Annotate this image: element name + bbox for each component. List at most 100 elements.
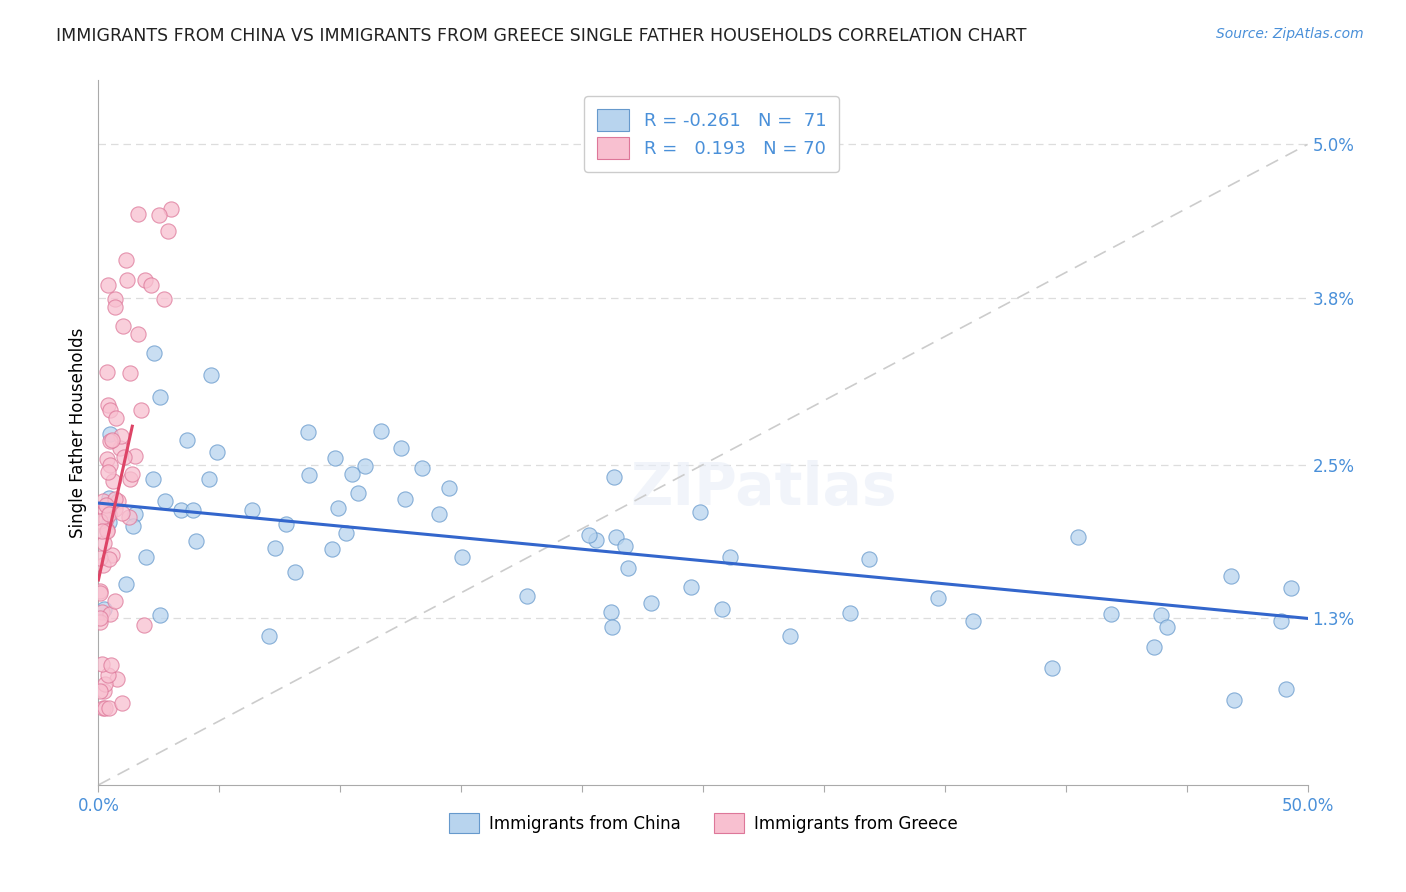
Point <box>689 505 711 519</box>
Point <box>91 524 114 538</box>
Point <box>148 208 170 222</box>
Point <box>89 550 111 565</box>
Point <box>89 586 111 600</box>
Point <box>1149 608 1171 623</box>
Point <box>1156 619 1178 633</box>
Point <box>100 433 122 447</box>
Point <box>93 684 115 698</box>
Point <box>100 657 122 672</box>
Point <box>389 441 412 455</box>
Point <box>105 411 128 425</box>
Point <box>153 494 176 508</box>
Point <box>118 509 141 524</box>
Point <box>96 524 118 539</box>
Point <box>104 491 127 506</box>
Point <box>89 615 111 629</box>
Point <box>585 533 607 547</box>
Point <box>97 398 120 412</box>
Point <box>98 551 121 566</box>
Point <box>104 593 127 607</box>
Point <box>121 519 143 533</box>
Point <box>858 551 880 566</box>
Point <box>98 402 121 417</box>
Point <box>962 614 984 628</box>
Point <box>115 253 138 268</box>
Point <box>127 207 149 221</box>
Point <box>159 202 181 216</box>
Point <box>93 558 115 572</box>
Point <box>94 503 117 517</box>
Point <box>96 512 118 526</box>
Point <box>115 576 138 591</box>
Point <box>516 589 538 603</box>
Point <box>98 515 121 529</box>
Point <box>274 517 297 532</box>
Point <box>96 365 118 379</box>
Point <box>240 503 263 517</box>
Point <box>197 472 219 486</box>
Point <box>323 451 346 466</box>
Point <box>124 449 146 463</box>
Point <box>98 607 121 622</box>
Point <box>89 583 111 598</box>
Text: ZIPatlas: ZIPatlas <box>630 460 897 517</box>
Point <box>101 548 124 562</box>
Point <box>149 390 172 404</box>
Point <box>115 272 138 286</box>
Point <box>600 605 623 619</box>
Point <box>93 701 115 715</box>
Point <box>779 629 801 643</box>
Point <box>205 445 228 459</box>
Point <box>927 591 949 605</box>
Point <box>1099 607 1122 621</box>
Point <box>184 534 207 549</box>
Point <box>1219 569 1241 583</box>
Point <box>121 467 143 482</box>
Point <box>1040 661 1063 675</box>
Point <box>1275 681 1298 696</box>
Point <box>111 319 134 334</box>
Point <box>97 507 120 521</box>
Point <box>605 530 627 544</box>
Point <box>284 566 307 580</box>
Point <box>96 498 118 512</box>
Point <box>89 514 111 528</box>
Point <box>711 601 734 615</box>
Point <box>450 550 472 565</box>
Point <box>681 580 703 594</box>
Point <box>91 494 114 508</box>
Point <box>112 450 135 464</box>
Point <box>93 536 115 550</box>
Point <box>1270 614 1292 628</box>
Point <box>105 672 128 686</box>
Point <box>640 596 662 610</box>
Point <box>257 629 280 643</box>
Point <box>1066 530 1088 544</box>
Point <box>89 611 111 625</box>
Point <box>129 403 152 417</box>
Point <box>321 541 343 556</box>
Point <box>97 465 120 479</box>
Point <box>111 506 134 520</box>
Point <box>104 292 127 306</box>
Point <box>264 541 287 555</box>
Point <box>370 424 392 438</box>
Point <box>149 607 172 622</box>
Point <box>91 701 114 715</box>
Point <box>603 470 626 484</box>
Point <box>97 701 120 715</box>
Point <box>1143 640 1166 655</box>
Point <box>181 503 204 517</box>
Point <box>346 486 368 500</box>
Point <box>141 278 163 293</box>
Point <box>335 525 357 540</box>
Point <box>96 523 118 537</box>
Point <box>91 606 114 620</box>
Point <box>97 491 120 505</box>
Point <box>170 503 193 517</box>
Point <box>108 442 131 456</box>
Point <box>156 224 179 238</box>
Point <box>104 502 127 516</box>
Point <box>600 620 623 634</box>
Point <box>101 474 124 488</box>
